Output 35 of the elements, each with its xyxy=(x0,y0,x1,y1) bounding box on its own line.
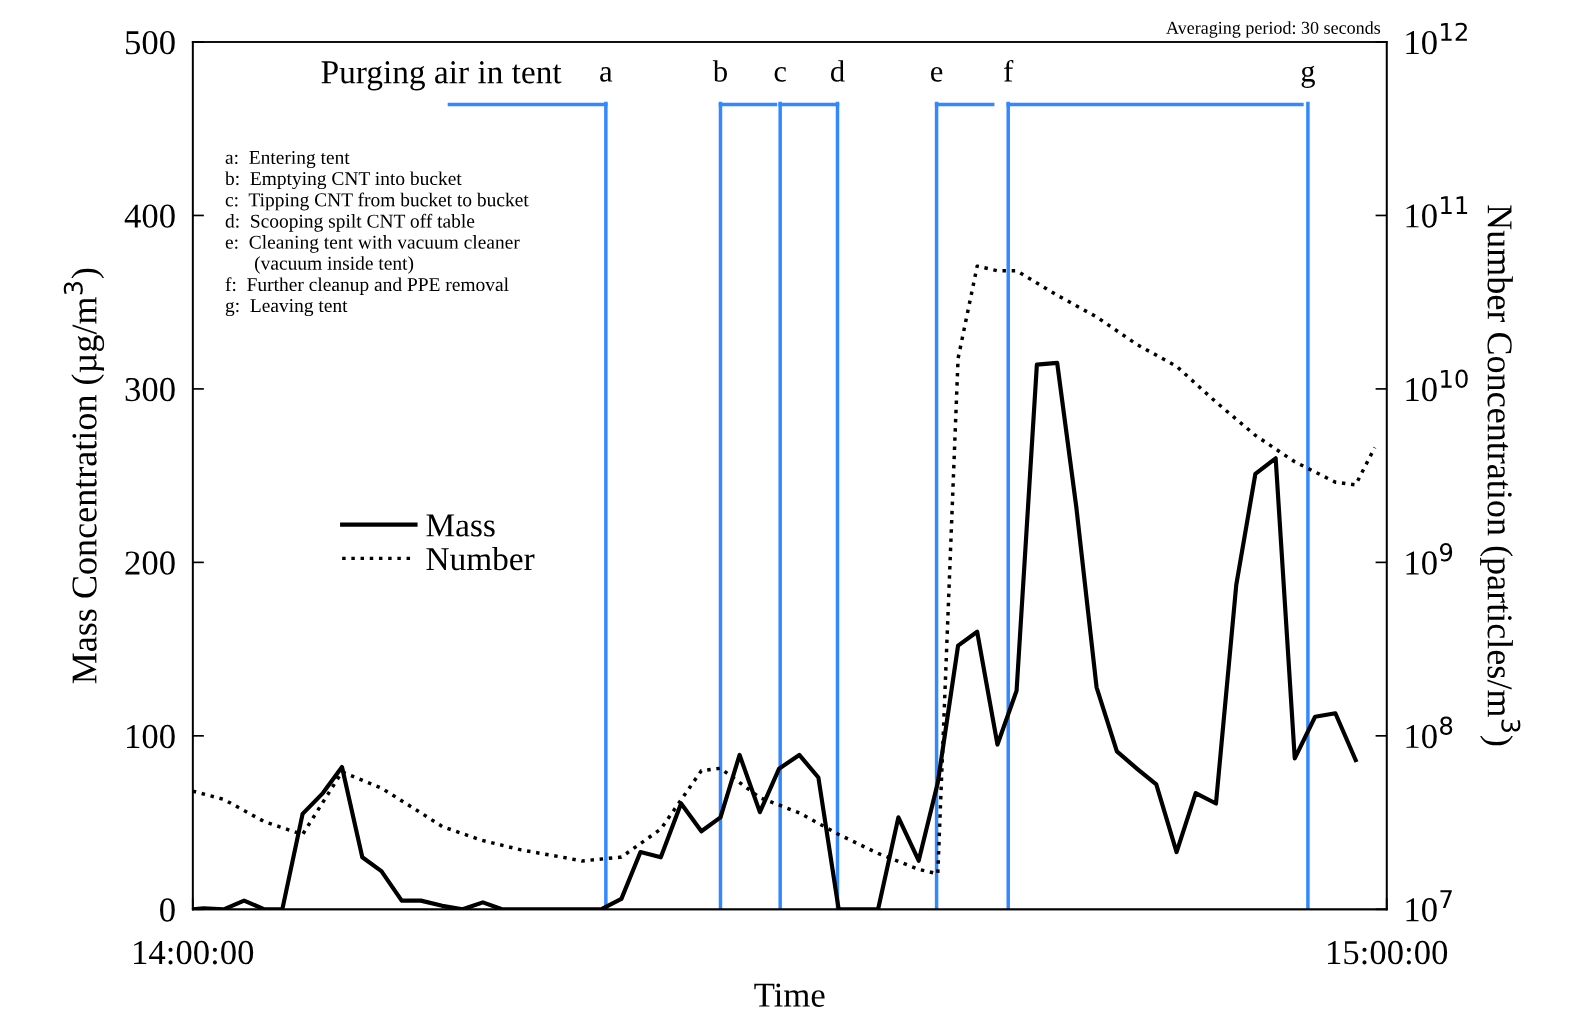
y2-tick-label: 10$^{7}$ xyxy=(1406,890,1452,922)
annotation: Purging air in tent xyxy=(321,61,562,91)
y2-tick-label: 10$^{12}$ xyxy=(1406,22,1467,55)
text: Averaging period: 30 seconds xyxy=(1166,21,1381,38)
y2-tick-label: 10$^{9}$ xyxy=(1406,543,1453,575)
ref-line-label: f xyxy=(1004,59,1014,82)
ref-line-label: e xyxy=(931,67,943,82)
legend-label: Number xyxy=(426,546,535,571)
legend-label: Mass xyxy=(426,514,495,537)
y-tick-label: 500 xyxy=(126,30,175,55)
y2-axis-title: Number Concentration (particles/m$^{3}$) xyxy=(1480,205,1521,746)
ref-line-label: g xyxy=(1301,65,1315,88)
y2-tick-label: 10$^{10}$ xyxy=(1406,369,1468,402)
annotation: a: Entering tent xyxy=(225,150,350,169)
ref-line-label: d xyxy=(830,60,845,82)
x-tick-label: 14:00:00 xyxy=(134,940,254,965)
annotation: d: Scooping spilt CNT off table xyxy=(225,213,475,232)
x-axis-title: Time xyxy=(754,983,825,1007)
y-tick-label: 0 xyxy=(160,898,175,922)
annotation: b: Emptying CNT into bucket xyxy=(224,171,462,190)
ref-line-label: b xyxy=(712,60,727,82)
y2-tick-label: 10$^{11}$ xyxy=(1406,196,1468,228)
y-tick-label: 200 xyxy=(125,551,175,575)
ref-line-label: c xyxy=(774,67,787,82)
x-tick-label: 15:00:00 xyxy=(1328,940,1448,965)
ref-line-label: a xyxy=(600,67,613,82)
y-tick-label: 100 xyxy=(127,724,175,749)
annotation: f: Further cleanup and PPE removal xyxy=(225,277,509,296)
annotation: c: Tipping CNT from bucket to bucket xyxy=(225,192,529,211)
y-axis-title: Mass Concentration (µg/m$^{3}$) xyxy=(63,268,105,684)
y2-tick-label: 10$^{8}$ xyxy=(1406,716,1453,749)
annotation: e: Cleaning tent with vacuum cleaner (vacuum inside tent) xyxy=(225,235,520,274)
y-tick-label: 300 xyxy=(125,377,175,402)
annotation: g: Leaving tent xyxy=(225,299,348,317)
y-tick-label: 400 xyxy=(124,204,175,228)
